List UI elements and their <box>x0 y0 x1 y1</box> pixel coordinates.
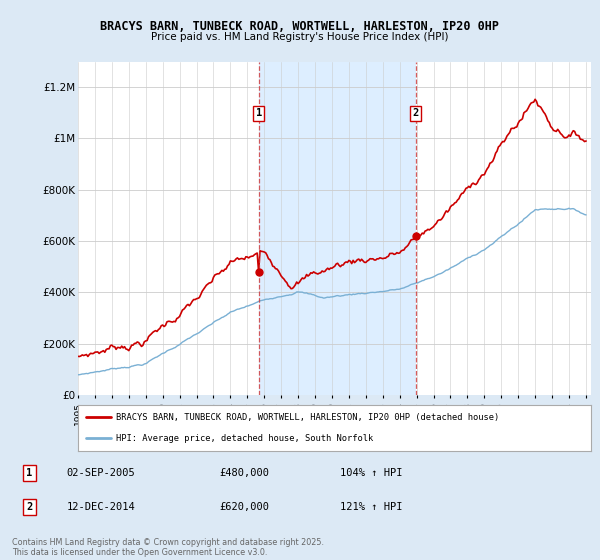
Text: 121% ↑ HPI: 121% ↑ HPI <box>340 502 403 512</box>
Text: 2: 2 <box>413 108 419 118</box>
Text: 2: 2 <box>26 502 32 512</box>
Text: 12-DEC-2014: 12-DEC-2014 <box>67 502 136 512</box>
Text: £480,000: £480,000 <box>220 468 269 478</box>
Text: BRACYS BARN, TUNBECK ROAD, WORTWELL, HARLESTON, IP20 0HP: BRACYS BARN, TUNBECK ROAD, WORTWELL, HAR… <box>101 20 499 32</box>
Text: Price paid vs. HM Land Registry's House Price Index (HPI): Price paid vs. HM Land Registry's House … <box>151 32 449 43</box>
Text: BRACYS BARN, TUNBECK ROAD, WORTWELL, HARLESTON, IP20 0HP (detached house): BRACYS BARN, TUNBECK ROAD, WORTWELL, HAR… <box>116 413 500 422</box>
Text: 104% ↑ HPI: 104% ↑ HPI <box>340 468 403 478</box>
Bar <box>259 62 416 395</box>
Text: 02-SEP-2005: 02-SEP-2005 <box>67 468 136 478</box>
Text: HPI: Average price, detached house, South Norfolk: HPI: Average price, detached house, Sout… <box>116 434 374 443</box>
Text: Contains HM Land Registry data © Crown copyright and database right 2025.
This d: Contains HM Land Registry data © Crown c… <box>12 538 324 557</box>
Text: 1: 1 <box>256 108 262 118</box>
Text: £620,000: £620,000 <box>220 502 269 512</box>
Text: 1: 1 <box>26 468 32 478</box>
